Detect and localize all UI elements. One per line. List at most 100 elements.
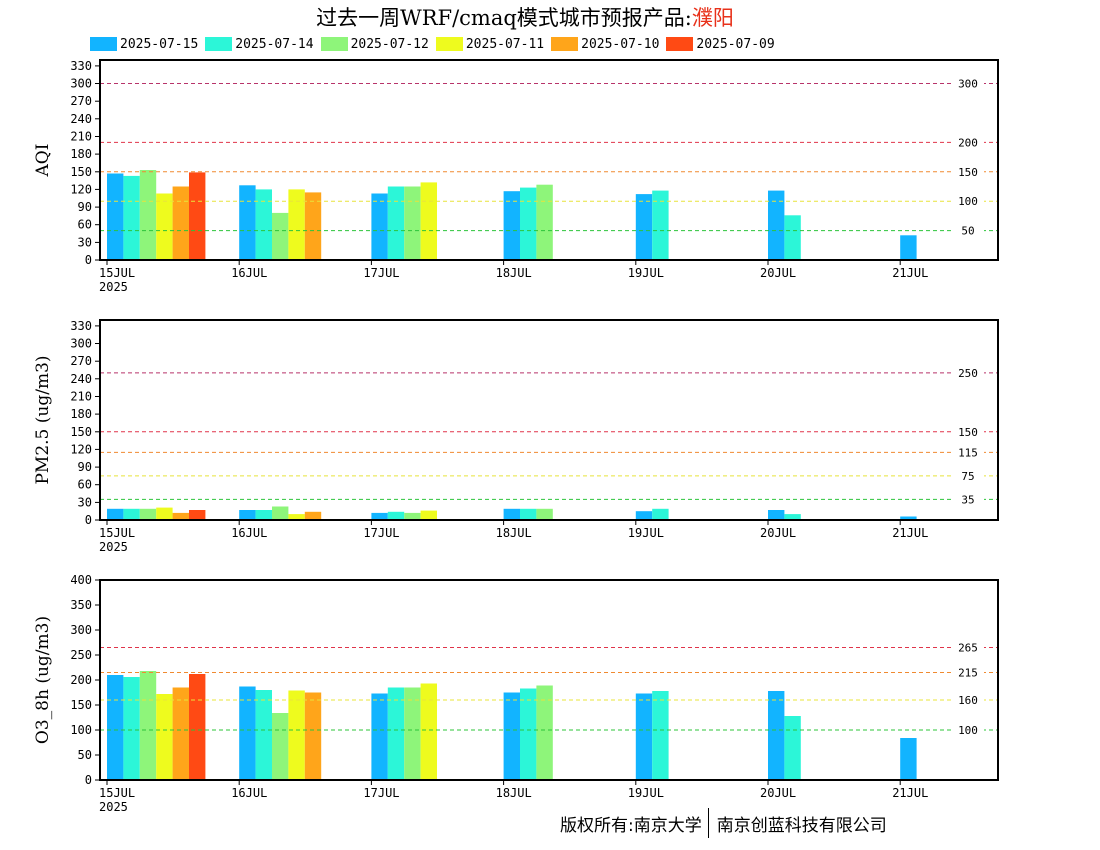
x-tick-label: 18JUL <box>496 526 532 540</box>
legend-item: 2025-07-09 <box>666 36 775 52</box>
bar <box>652 190 669 260</box>
y-tick-label: 150 <box>70 165 92 179</box>
y-tick-label: 180 <box>70 147 92 161</box>
y-axis-label: O3_8h (ug/m3) <box>33 616 53 744</box>
bar <box>387 511 405 520</box>
x-tick-label: 15JUL <box>99 786 135 800</box>
bar <box>123 508 140 520</box>
threshold-label: 150 <box>958 166 978 179</box>
bar <box>520 187 537 260</box>
bar <box>139 170 157 260</box>
y-tick-label: 330 <box>70 59 92 73</box>
y-tick-label: 120 <box>70 182 92 196</box>
bar <box>272 713 289 780</box>
y-tick-label: 210 <box>70 390 92 404</box>
legend-label: 2025-07-12 <box>350 36 429 52</box>
x-tick-label: 17JUL <box>363 526 399 540</box>
bar <box>520 688 537 780</box>
x-tick-label: 20JUL <box>760 526 796 540</box>
threshold-label-bg <box>952 724 984 736</box>
title-city: 濮阳 <box>691 6 734 30</box>
bar <box>172 512 189 520</box>
legend-swatch <box>90 37 117 51</box>
legend-label: 2025-07-11 <box>465 36 545 52</box>
y-tick-label: 350 <box>70 598 92 612</box>
y-tick-label: 30 <box>78 495 92 509</box>
legend-label: 2025-07-15 <box>120 36 199 52</box>
bar <box>255 510 272 520</box>
bar <box>404 186 421 260</box>
bar <box>635 194 653 260</box>
threshold-label: 160 <box>958 694 978 707</box>
legend: 2025-07-15 2025-07-14 2025-07-12 2025-07-11… <box>90 36 782 52</box>
y-tick-label: 90 <box>78 200 92 214</box>
y-tick-label: 300 <box>70 77 92 91</box>
chart-panel: 300 200 150 100 50 0 30 60 90 120 150 180 210 240 270 3… <box>33 59 999 294</box>
bar <box>420 182 437 260</box>
bar <box>172 186 189 260</box>
bar <box>387 186 405 260</box>
bar <box>536 508 553 520</box>
legend-swatch <box>320 37 348 51</box>
bar <box>503 692 520 780</box>
y-tick-label: 150 <box>70 698 92 712</box>
y-tick-label: 330 <box>70 319 92 333</box>
bar <box>536 184 553 260</box>
x-tick-label: 17JUL <box>363 266 399 280</box>
bar <box>371 512 388 520</box>
legend-label: 2025-07-14 <box>235 36 314 52</box>
bar <box>189 674 206 780</box>
legend-label: 2025-07-09 <box>696 36 775 52</box>
x-tick-label: 15JUL <box>99 266 135 280</box>
bar <box>900 235 917 260</box>
bar <box>156 193 173 260</box>
bar <box>189 510 206 520</box>
threshold-label-bg <box>952 694 984 706</box>
y-tick-label: 210 <box>70 130 92 144</box>
bar <box>139 671 157 780</box>
bar <box>784 716 801 780</box>
threshold-label-bg <box>952 224 984 237</box>
threshold-label-bg <box>952 446 984 459</box>
bar <box>139 508 157 520</box>
y-tick-label: 200 <box>70 673 92 687</box>
copyright-left: 版权所有:南京大学 <box>560 815 702 836</box>
y-tick-label: 60 <box>78 478 92 492</box>
x-tick-label: 16JUL <box>231 786 267 800</box>
x-tick-label: 21JUL <box>892 266 928 280</box>
threshold-label-bg <box>952 425 984 438</box>
y-axis-label: PM2.5 (ug/m3) <box>33 355 53 484</box>
x-tick-label: 21JUL <box>892 786 928 800</box>
y-tick-label: 90 <box>78 460 92 474</box>
legend-swatch <box>666 37 694 51</box>
copyright: 版权所有:南京大学 南京创蓝科技有限公司 <box>560 808 887 838</box>
x-tick-label: 15JUL <box>99 526 135 540</box>
bar <box>420 510 437 520</box>
threshold-label: 265 <box>958 642 978 655</box>
x-tick-label: 20JUL <box>760 266 796 280</box>
y-tick-label: 300 <box>70 337 92 351</box>
threshold-label: 150 <box>958 426 978 439</box>
bar <box>768 510 785 520</box>
chart-title: 过去一周WRF/cmaq模式城市预报产品:濮阳 <box>0 2 1050 32</box>
threshold-label: 250 <box>958 367 978 380</box>
threshold-label-bg <box>952 77 984 90</box>
bar <box>520 508 537 520</box>
bar <box>272 506 289 520</box>
y-tick-label: 0 <box>85 773 92 787</box>
bar <box>107 675 124 780</box>
bar <box>503 508 520 520</box>
x-year-label: 2025 <box>99 540 128 554</box>
bar <box>156 694 173 780</box>
bar <box>404 512 421 520</box>
y-tick-label: 240 <box>70 112 92 126</box>
threshold-label-bg <box>952 641 984 654</box>
bar <box>304 511 322 520</box>
bar <box>304 692 322 780</box>
x-tick-label: 17JUL <box>363 786 399 800</box>
y-tick-label: 150 <box>70 425 92 439</box>
y-axis-label: AQI <box>33 144 53 178</box>
threshold-label-bg <box>952 666 984 679</box>
y-tick-label: 60 <box>78 218 92 232</box>
